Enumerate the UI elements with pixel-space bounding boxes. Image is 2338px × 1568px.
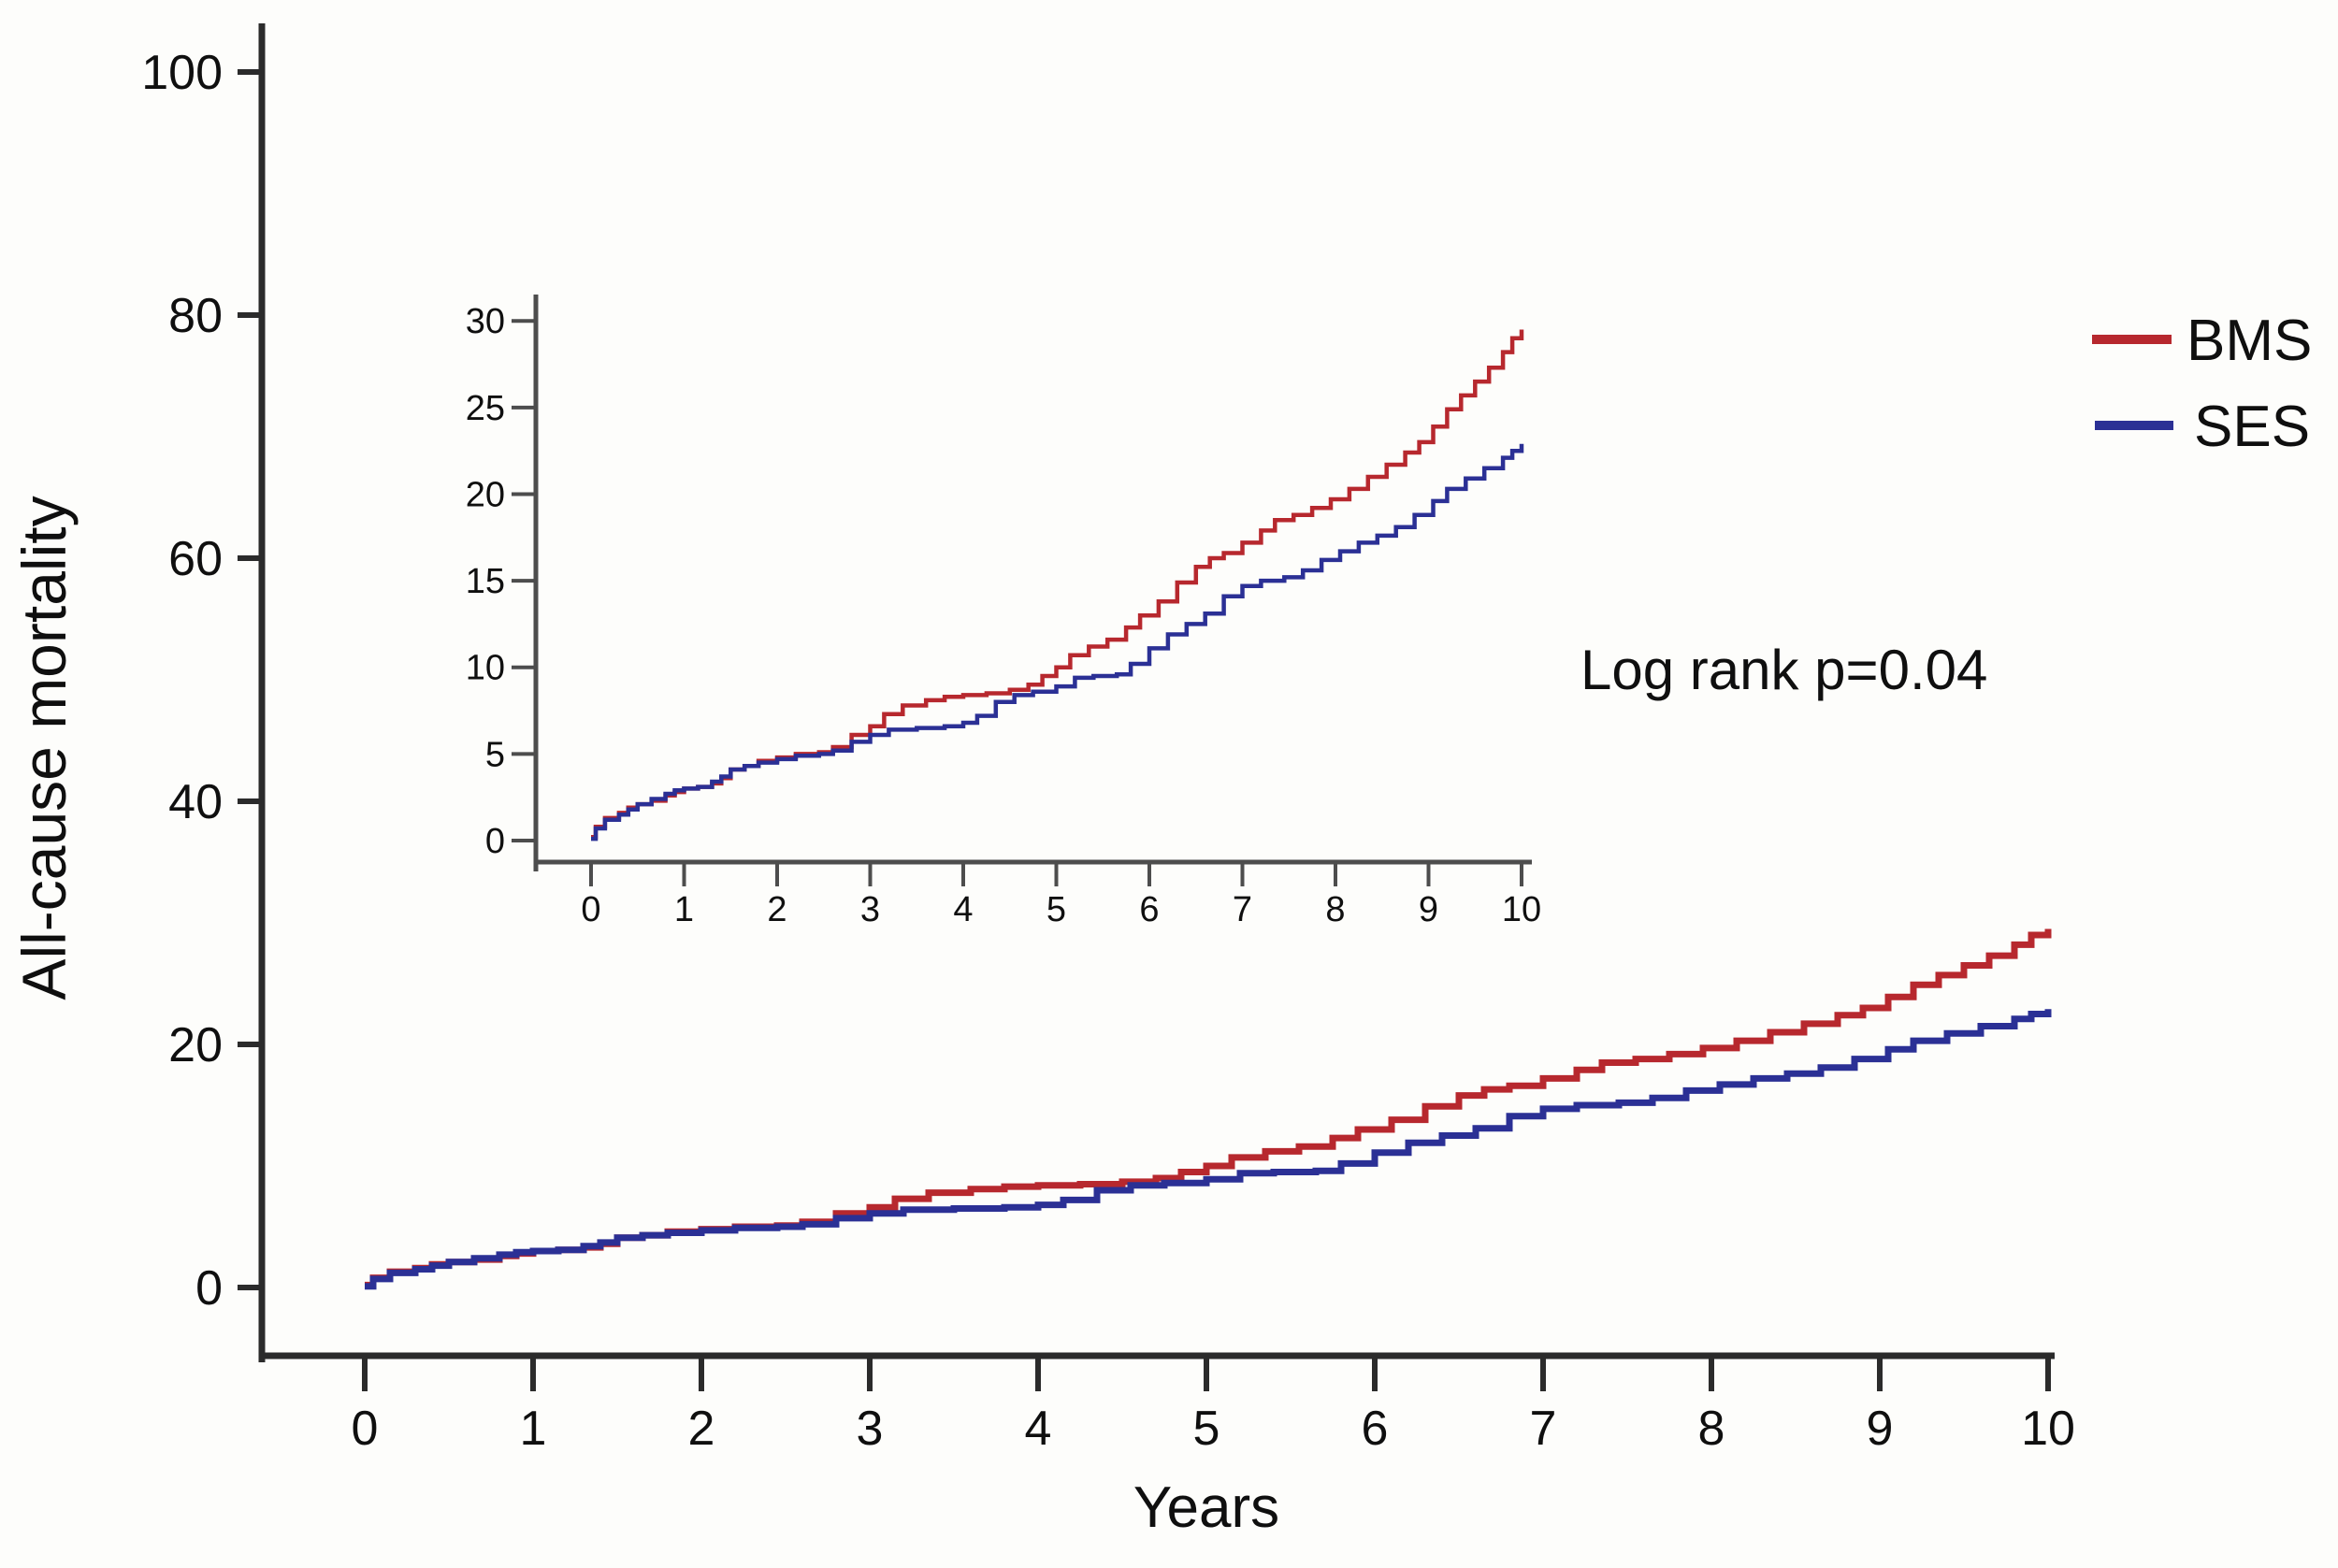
log-rank-annotation: Log rank p=0.04 [1580, 639, 1987, 701]
legend: BMS SES [2092, 309, 2312, 459]
inset-tick-labels: 0 1 2 3 4 5 6 7 8 9 10 0 5 10 15 20 25 30 [466, 302, 1541, 929]
main-y-tick-label: 60 [168, 532, 223, 586]
main-x-tick-label: 6 [1362, 1402, 1389, 1456]
main-x-tick-label: 9 [1867, 1402, 1894, 1456]
inset-x-tick-label: 8 [1325, 890, 1345, 929]
inset-y-tick-label: 20 [466, 475, 505, 514]
legend-bms-label: BMS [2186, 309, 2312, 373]
main-x-tick-label: 4 [1025, 1402, 1052, 1456]
main-ticks [238, 69, 2051, 1391]
main-x-tick-label: 5 [1193, 1402, 1220, 1456]
ses-curve-main [365, 1009, 2052, 1290]
ses-curve-inset [591, 443, 1524, 842]
inset-x-tick-label: 5 [1046, 890, 1066, 929]
main-x-tick-label: 1 [520, 1402, 547, 1456]
inset-series-curves [591, 329, 1524, 842]
inset-y-tick-label: 30 [466, 302, 505, 341]
inset-x-tick-label: 3 [860, 890, 880, 929]
inset-y-tick-label: 10 [466, 649, 505, 688]
inset-x-tick-label: 6 [1139, 890, 1159, 929]
main-x-tick-label: 8 [1698, 1402, 1725, 1456]
main-x-tick-label: 3 [857, 1402, 884, 1456]
main-x-tick-label: 2 [688, 1402, 715, 1456]
inset-x-tick-label: 0 [581, 890, 600, 929]
main-x-tick-label: 0 [352, 1402, 379, 1456]
x-axis-title: Years [1133, 1475, 1279, 1540]
bms-curve-inset [591, 329, 1524, 840]
inset-y-tick-label: 15 [466, 562, 505, 601]
main-y-tick-label: 80 [168, 289, 223, 343]
main-y-tick-label: 40 [168, 775, 223, 829]
inset-x-tick-label: 1 [674, 890, 694, 929]
inset-ticks [512, 319, 1523, 886]
main-y-tick-label: 100 [141, 46, 223, 100]
inset-x-tick-label: 2 [767, 890, 787, 929]
inset-x-tick-label: 4 [953, 890, 973, 929]
bms-curve-main [365, 928, 2052, 1288]
inset-y-tick-label: 5 [485, 735, 505, 774]
inset-y-tick-label: 0 [485, 822, 505, 861]
inset-y-tick-label: 25 [466, 389, 505, 428]
main-x-tick-label: 7 [1530, 1402, 1557, 1456]
main-y-tick-label: 0 [195, 1261, 223, 1316]
main-series-curves [365, 928, 2052, 1290]
main-y-tick-label: 20 [168, 1018, 223, 1072]
inset-x-tick-label: 9 [1419, 890, 1438, 929]
main-x-tick-label: 10 [2021, 1402, 2075, 1456]
y-axis-title: All-cause mortality [9, 496, 79, 1000]
inset-x-tick-label: 7 [1233, 890, 1252, 929]
legend-ses-label: SES [2194, 395, 2310, 459]
inset-x-tick-label: 10 [1502, 890, 1541, 929]
